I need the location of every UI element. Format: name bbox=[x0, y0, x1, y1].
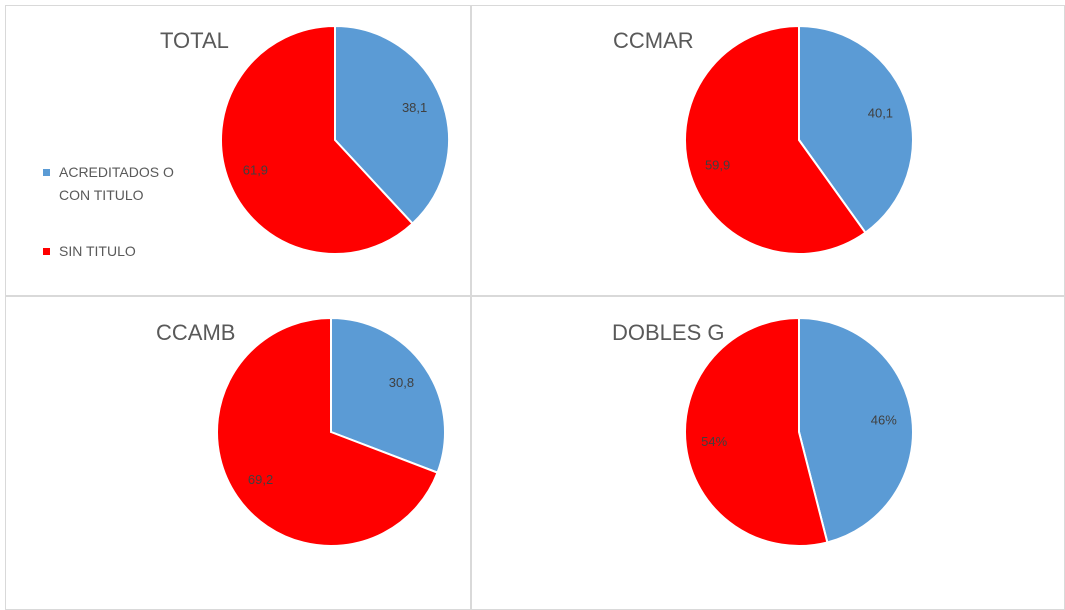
pie-slice bbox=[216, 316, 439, 547]
data-label: 46% bbox=[871, 413, 897, 428]
data-label: 30,8 bbox=[389, 375, 414, 390]
legend-swatch bbox=[43, 248, 50, 255]
data-label: 40,1 bbox=[868, 105, 893, 120]
data-label: 54% bbox=[701, 434, 727, 449]
chart-title: CCAMB bbox=[156, 320, 235, 345]
panel bbox=[5, 5, 471, 296]
data-label: 59,9 bbox=[705, 158, 730, 173]
pie-slice bbox=[798, 316, 914, 544]
pie-slice bbox=[684, 316, 829, 547]
pie-slice bbox=[330, 316, 446, 474]
legend-label: ACREDITADOS O CON TITULO bbox=[59, 164, 174, 203]
data-label: 38,1 bbox=[402, 100, 427, 115]
pie-slice bbox=[798, 24, 914, 235]
legend-swatch bbox=[43, 169, 50, 176]
chart-title: TOTAL bbox=[160, 28, 229, 53]
pie-slice bbox=[220, 24, 414, 255]
pie-slice bbox=[334, 24, 450, 226]
legend-label: SIN TITULO bbox=[59, 243, 136, 259]
pie-slice bbox=[684, 24, 867, 255]
chart-title: CCMAR bbox=[613, 28, 694, 53]
data-label: 61,9 bbox=[243, 163, 268, 178]
data-label: 69,2 bbox=[248, 472, 273, 487]
chart-title: DOBLES G bbox=[612, 320, 724, 345]
